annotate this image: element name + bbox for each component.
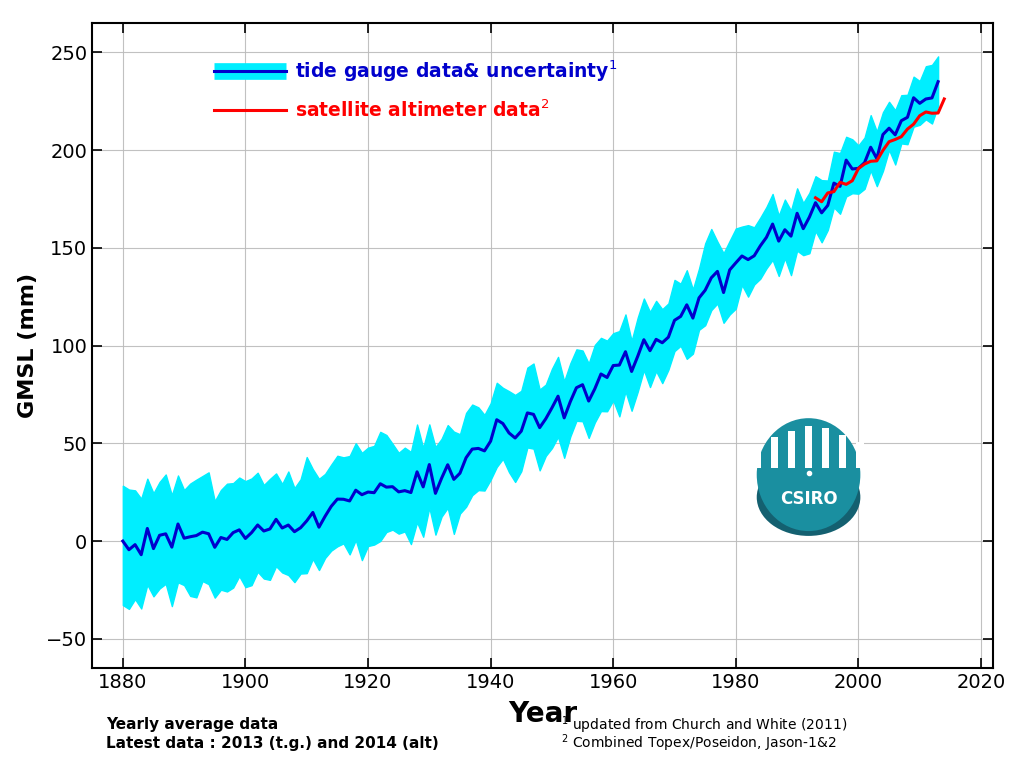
Text: satellite altimeter data$^2$: satellite altimeter data$^2$	[295, 99, 549, 121]
Ellipse shape	[757, 458, 860, 536]
Ellipse shape	[757, 419, 860, 531]
FancyBboxPatch shape	[805, 426, 812, 468]
Text: $^2$ Combined Topex/Poseidon, Jason-1&2: $^2$ Combined Topex/Poseidon, Jason-1&2	[561, 733, 837, 754]
FancyBboxPatch shape	[787, 431, 795, 468]
Text: Latest data : 2013 (t.g.) and 2014 (alt): Latest data : 2013 (t.g.) and 2014 (alt)	[105, 736, 438, 751]
Text: $^1$ updated from Church and White (2011): $^1$ updated from Church and White (2011…	[561, 714, 847, 737]
Text: CSIRO: CSIRO	[779, 490, 838, 508]
FancyBboxPatch shape	[754, 448, 761, 468]
X-axis label: Year: Year	[508, 700, 578, 728]
FancyBboxPatch shape	[840, 435, 847, 468]
FancyBboxPatch shape	[771, 437, 778, 468]
Text: tide gauge data& uncertainty$^1$: tide gauge data& uncertainty$^1$	[295, 58, 617, 84]
Y-axis label: GMSL (mm): GMSL (mm)	[17, 273, 38, 418]
Text: Yearly average data: Yearly average data	[105, 717, 278, 732]
FancyBboxPatch shape	[856, 442, 863, 468]
FancyBboxPatch shape	[822, 429, 829, 468]
